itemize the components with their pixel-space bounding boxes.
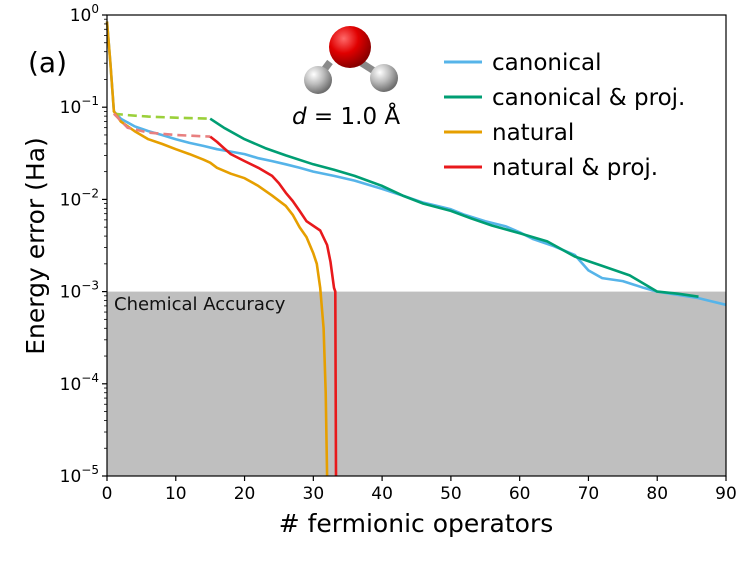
y-tick-label: 10−3	[60, 279, 99, 303]
x-tick-label: 80	[646, 484, 668, 504]
series-line-2-segment-0	[105, 21, 329, 477]
y-tick-label: 10−5	[60, 463, 99, 487]
legend-label: canonical & proj.	[492, 85, 685, 111]
legend-label: canonical	[492, 50, 602, 76]
y-tick-label: 10−2	[60, 186, 99, 210]
chemical-accuracy-region-group	[107, 291, 726, 476]
chemical-accuracy-band	[107, 291, 726, 476]
y-tick-label: 10−4	[60, 371, 99, 395]
x-tick-label: 60	[509, 484, 531, 504]
x-tick-label: 30	[303, 484, 325, 504]
series-line-1-segment-1	[209, 117, 699, 298]
x-tick-label: 40	[371, 484, 393, 504]
legend: canonical canonical & proj. natural natural…	[444, 50, 685, 181]
bond-distance-annotation: d = 1.0 Å	[292, 102, 400, 130]
x-tick-label: 90	[715, 484, 737, 504]
legend-label: natural	[492, 120, 574, 146]
axes-frame	[106, 14, 727, 477]
x-tick-label: 20	[234, 484, 256, 504]
water-molecule-icon	[304, 26, 398, 94]
annotation-value: = 1.0 Å	[307, 102, 401, 130]
x-tick-label: 70	[578, 484, 600, 504]
y-tick-label: 10−1	[60, 94, 99, 118]
y-tick-label: 100	[70, 2, 99, 26]
panel-label: (a)	[28, 46, 67, 79]
x-tick-label: 50	[440, 484, 462, 504]
series-group	[105, 21, 727, 477]
x-axis-title: # fermionic operators	[279, 509, 554, 538]
series-line-0-segment-0	[105, 21, 727, 307]
series-line-3-segment-1	[209, 135, 338, 477]
annotation-symbol: d	[292, 104, 307, 130]
x-tick-label: 0	[102, 484, 113, 504]
y-axis-title: Energy error (Ha)	[21, 137, 50, 355]
x-tick-label: 10	[165, 484, 187, 504]
series-line-1-segment-0	[113, 112, 211, 120]
chemical-accuracy-label: Chemical Accuracy	[114, 294, 286, 315]
legend-label: natural & proj.	[492, 155, 658, 181]
ticks-group: 0 10 20 30 40 50 60 70 80 90 10−5 10−4 10−3 10−2 10−1 1…	[60, 2, 737, 504]
